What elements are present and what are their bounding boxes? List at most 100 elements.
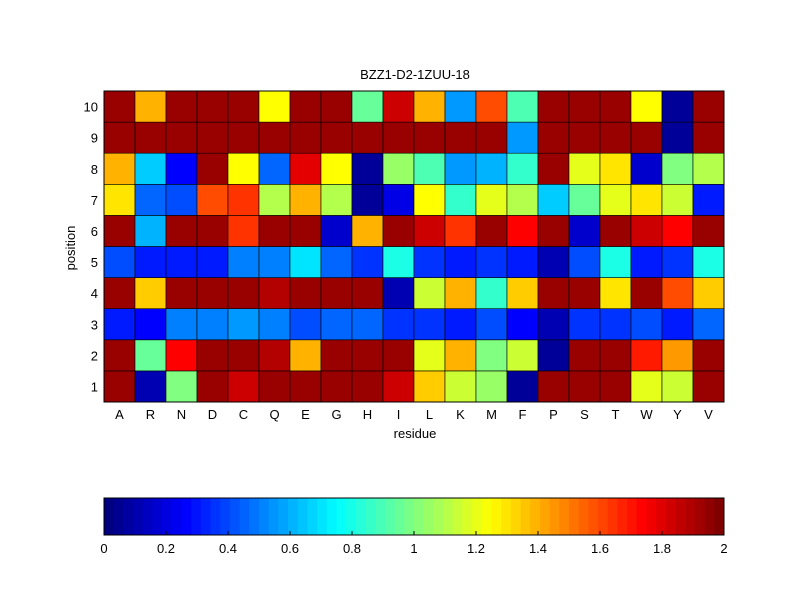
heatmap-cell-Y-3: [661, 308, 694, 341]
heatmap-cell-H-5: [351, 246, 384, 278]
heatmap-cell-K-9: [444, 121, 477, 154]
colorbar-segment: [530, 498, 541, 535]
x-tick-label-D: D: [208, 407, 217, 422]
colorbar-segment: [346, 498, 357, 535]
colorbar-segment: [268, 498, 279, 535]
heatmap-cell-F-7: [506, 184, 539, 216]
colorbar-segment: [656, 498, 667, 535]
colorbar-tick-label: 1.2: [467, 541, 485, 556]
colorbar-segment: [307, 498, 318, 535]
heatmap-cell-A-1: [103, 370, 136, 403]
heatmap-cell-W-1: [630, 370, 663, 403]
x-tick-label-L: L: [426, 407, 433, 422]
heatmap-cell-Q-8: [258, 152, 291, 185]
heatmap-cell-S-9: [568, 121, 601, 154]
heatmap-cell-I-4: [382, 277, 415, 310]
x-tick-label-A: A: [115, 407, 124, 422]
heatmap-cell-R-3: [134, 308, 167, 341]
heatmap-cell-M-9: [475, 121, 508, 154]
heatmap-cell-R-10: [134, 90, 167, 123]
heatmap-cell-Y-1: [661, 370, 694, 403]
colorbar-segment: [520, 498, 531, 535]
colorbar-tick-label: 2: [720, 541, 727, 556]
heatmap-cell-N-1: [165, 370, 198, 403]
heatmap-cell-H-4: [351, 277, 384, 310]
x-tick-label-Q: Q: [269, 407, 279, 422]
x-tick-label-C: C: [239, 407, 248, 422]
heatmap-cell-E-9: [289, 121, 322, 154]
heatmap-cell-M-2: [475, 339, 508, 372]
heatmap-cell-W-3: [630, 308, 663, 341]
heatmap-cell-C-10: [227, 90, 260, 123]
heatmap-cell-S-5: [568, 246, 601, 278]
heatmap-cell-E-1: [289, 370, 322, 403]
heatmap-cell-V-3: [692, 308, 725, 341]
heatmap-cell-I-8: [382, 152, 415, 185]
heatmap-cell-C-5: [227, 246, 260, 278]
colorbar-segment: [336, 498, 347, 535]
heatmap-cell-C-1: [227, 370, 260, 403]
heatmap-cell-L-10: [413, 90, 446, 123]
heatmap-cell-K-5: [444, 246, 477, 278]
heatmap-cell-M-1: [475, 370, 508, 403]
colorbar-segment: [569, 498, 580, 535]
heatmap-cell-S-10: [568, 90, 601, 123]
heatmap-cell-M-6: [475, 215, 508, 247]
heatmap-cell-V-1: [692, 370, 725, 403]
heatmap-cell-C-8: [227, 152, 260, 185]
heatmap-cell-L-3: [413, 308, 446, 341]
heatmap-cell-I-10: [382, 90, 415, 123]
colorbar-segment: [113, 498, 124, 535]
colorbar-segment: [220, 498, 231, 535]
heatmap-cell-I-9: [382, 121, 415, 154]
heatmap-cell-E-2: [289, 339, 322, 372]
heatmap-cell-T-4: [599, 277, 632, 310]
colorbar-tick-label: 0.2: [157, 541, 175, 556]
heatmap-cell-H-1: [351, 370, 384, 403]
heatmap-cell-V-5: [692, 246, 725, 278]
heatmap-cell-F-5: [506, 246, 539, 278]
x-tick-label-V: V: [704, 407, 713, 422]
colorbar-segment: [123, 498, 134, 535]
colorbar-tick-label: 0: [100, 541, 107, 556]
heatmap-cell-K-2: [444, 339, 477, 372]
heatmap-cell-H-6: [351, 215, 384, 247]
colorbar-segment: [501, 498, 512, 535]
heatmap-cell-G-6: [320, 215, 353, 247]
heatmap-cell-A-5: [103, 246, 136, 278]
colorbar-tick-label: 1.8: [653, 541, 671, 556]
colorbar-segment: [462, 498, 473, 535]
colorbar-segment: [171, 498, 182, 535]
colorbar-tick-label: 0.4: [219, 541, 237, 556]
heatmap-cell-A-2: [103, 339, 136, 372]
y-tick-label-7: 7: [91, 193, 98, 208]
heatmap-cell-D-4: [196, 277, 229, 310]
y-tick-label-5: 5: [91, 255, 98, 270]
colorbar-segment: [181, 498, 192, 535]
heatmap-cell-H-8: [351, 152, 384, 185]
heatmap-cell-N-6: [165, 215, 198, 247]
heatmap-cell-Q-2: [258, 339, 291, 372]
heatmap-cell-Y-10: [661, 90, 694, 123]
x-tick-label-T: T: [612, 407, 620, 422]
heatmap-cell-C-6: [227, 215, 260, 247]
heatmap-cell-C-4: [227, 277, 260, 310]
heatmap-cell-Y-5: [661, 246, 694, 278]
colorbar-segment: [355, 498, 366, 535]
colorbar-segment: [472, 498, 483, 535]
colorbar-segment: [694, 498, 706, 535]
colorbar-segment: [259, 498, 270, 535]
colorbar-segment: [210, 498, 221, 535]
heatmap-cell-L-5: [413, 246, 446, 278]
heatmap-cell-E-3: [289, 308, 322, 341]
heatmap-cell-G-2: [320, 339, 353, 372]
y-tick-label-6: 6: [91, 224, 98, 239]
heatmap-cell-S-1: [568, 370, 601, 403]
heatmap-cell-R-5: [134, 246, 167, 278]
heatmap-cell-N-7: [165, 184, 198, 216]
heatmap-cell-D-7: [196, 184, 229, 216]
colorbar-segment: [200, 498, 211, 535]
x-tick-label-E: E: [301, 407, 310, 422]
colorbar-tick-label: 0.8: [343, 541, 361, 556]
x-tick-label-Y: Y: [673, 407, 682, 422]
